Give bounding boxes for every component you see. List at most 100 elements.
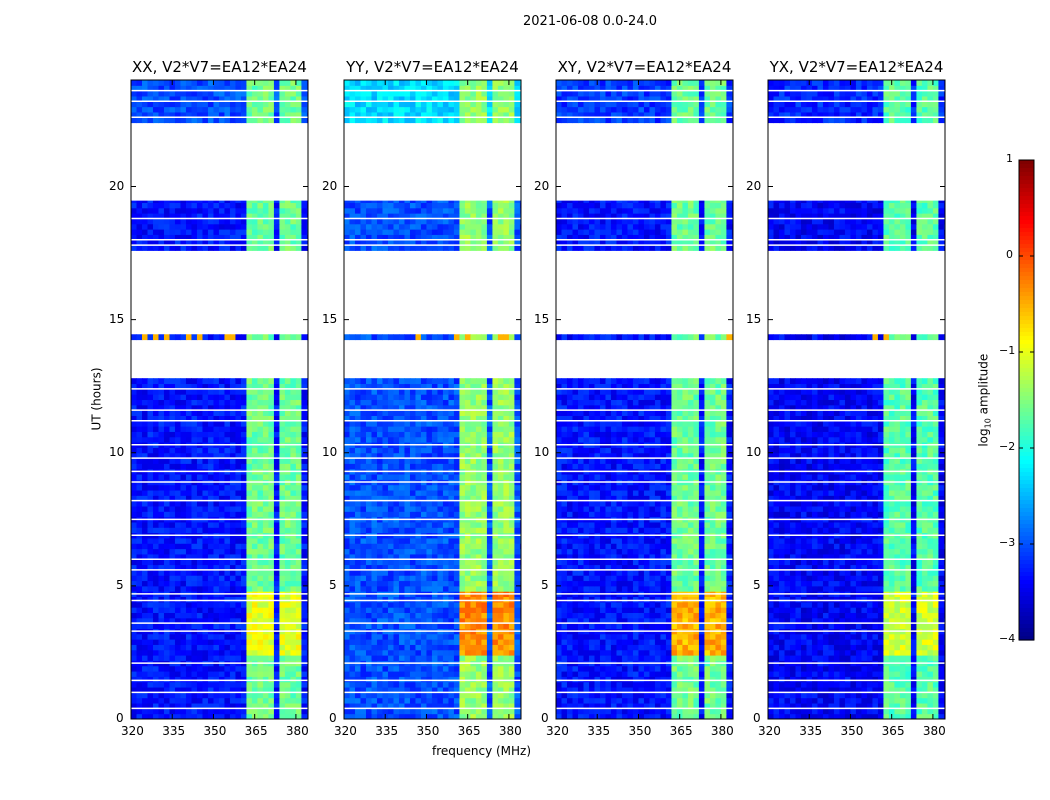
- heatmap-cell: [387, 607, 394, 613]
- heatmap-cell: [207, 223, 214, 230]
- heatmap-cell: [301, 633, 308, 640]
- heatmap-cell: [169, 665, 176, 672]
- heatmap-cell: [492, 596, 499, 603]
- heatmap-cell: [229, 601, 236, 608]
- heatmap-cell: [290, 569, 297, 576]
- heatmap-cell: [354, 334, 361, 341]
- heatmap-cell: [163, 394, 170, 400]
- heatmap-cell: [147, 334, 154, 341]
- heatmap-cell: [262, 80, 269, 86]
- heatmap-cell: [207, 436, 214, 443]
- heatmap-cell: [180, 223, 187, 230]
- heatmap-cell: [141, 601, 148, 608]
- heatmap-cell: [376, 649, 383, 656]
- heatmap-cell: [141, 239, 148, 246]
- y-axis-label: UT (hours): [89, 367, 104, 431]
- heatmap-cell: [459, 697, 466, 704]
- heatmap-cell: [349, 458, 356, 464]
- heatmap-cell: [229, 199, 236, 203]
- heatmap-cell: [344, 410, 350, 416]
- heatmap-cell: [464, 436, 471, 443]
- heatmap-cell: [376, 334, 383, 341]
- heatmap-cell: [459, 431, 466, 438]
- heatmap-cell: [497, 410, 504, 416]
- heatmap-cell: [448, 639, 455, 645]
- heatmap-cell: [492, 692, 499, 699]
- heatmap-cell: [257, 484, 264, 491]
- heatmap-cell: [301, 506, 308, 512]
- heatmap-cell: [398, 394, 405, 400]
- heatmap-cell: [169, 334, 176, 341]
- heatmap-cell: [470, 543, 477, 550]
- heatmap-cell: [365, 452, 372, 459]
- heatmap-cell: [279, 553, 286, 560]
- heatmap-cell: [279, 101, 286, 108]
- heatmap-cell: [409, 543, 416, 550]
- heatmap-cell: [415, 655, 422, 661]
- heatmap-cell: [262, 463, 269, 470]
- heatmap-cell: [376, 474, 383, 480]
- heatmap-cell: [344, 495, 350, 502]
- heatmap-cell: [141, 655, 148, 661]
- heatmap-cell: [437, 623, 444, 629]
- heatmap-cell: [404, 404, 411, 411]
- heatmap-cell: [442, 543, 449, 550]
- heatmap-cell: [426, 420, 433, 427]
- heatmap-cell: [273, 426, 280, 432]
- heatmap-cell: [196, 607, 203, 613]
- heatmap-cell: [420, 655, 427, 661]
- heatmap-cell: [398, 474, 405, 480]
- heatmap-cell: [235, 399, 242, 406]
- heatmap-cell: [185, 117, 192, 124]
- heatmap-cell: [224, 506, 231, 512]
- heatmap-cell: [136, 394, 143, 400]
- heatmap-cell: [279, 404, 286, 411]
- heatmap-cell: [262, 665, 269, 672]
- heatmap-cell: [191, 697, 198, 704]
- heatmap-cell: [486, 564, 493, 571]
- heatmap-cell: [508, 474, 515, 480]
- heatmap-cell: [180, 436, 187, 443]
- heatmap-cell: [136, 111, 143, 118]
- heatmap-cell: [415, 537, 422, 544]
- heatmap-cell: [442, 426, 449, 432]
- heatmap-cell: [349, 543, 356, 550]
- heatmap-cell: [224, 410, 231, 416]
- heatmap-cell: [251, 585, 258, 592]
- heatmap-cell: [376, 410, 383, 416]
- heatmap-cell: [349, 708, 356, 715]
- heatmap-cell: [235, 585, 242, 592]
- heatmap-cell: [464, 463, 471, 470]
- heatmap-cell: [229, 388, 236, 395]
- heatmap-cell: [420, 426, 427, 432]
- heatmap-cell: [131, 394, 137, 400]
- heatmap-cell: [147, 671, 154, 677]
- heatmap-cell: [218, 399, 225, 406]
- heatmap-cell: [268, 334, 275, 341]
- heatmap-cell: [365, 580, 372, 587]
- heatmap-cell: [279, 334, 286, 341]
- heatmap-cell: [191, 612, 198, 619]
- heatmap-cell: [409, 394, 416, 400]
- heatmap-cell: [382, 559, 389, 566]
- heatmap-cell: [240, 495, 247, 502]
- heatmap-cell: [415, 612, 422, 619]
- heatmap-cell: [290, 436, 297, 443]
- heatmap-cell: [131, 474, 137, 480]
- heatmap-cell: [213, 697, 220, 704]
- heatmap-cell: [437, 458, 444, 464]
- heatmap-cell: [163, 569, 170, 576]
- heatmap-cell: [213, 692, 220, 699]
- heatmap-cell: [196, 415, 203, 422]
- heatmap-cell: [475, 537, 482, 544]
- heatmap-cell: [196, 521, 203, 528]
- heatmap-cell: [470, 511, 477, 518]
- heatmap-cell: [207, 378, 214, 385]
- heatmap-cell: [229, 111, 236, 118]
- heatmap-cell: [169, 500, 176, 507]
- heatmap-cell: [437, 649, 444, 656]
- heatmap-cell: [185, 564, 192, 571]
- heatmap-cell: [437, 495, 444, 502]
- heatmap-cell: [492, 703, 499, 709]
- heatmap-cell: [158, 553, 165, 560]
